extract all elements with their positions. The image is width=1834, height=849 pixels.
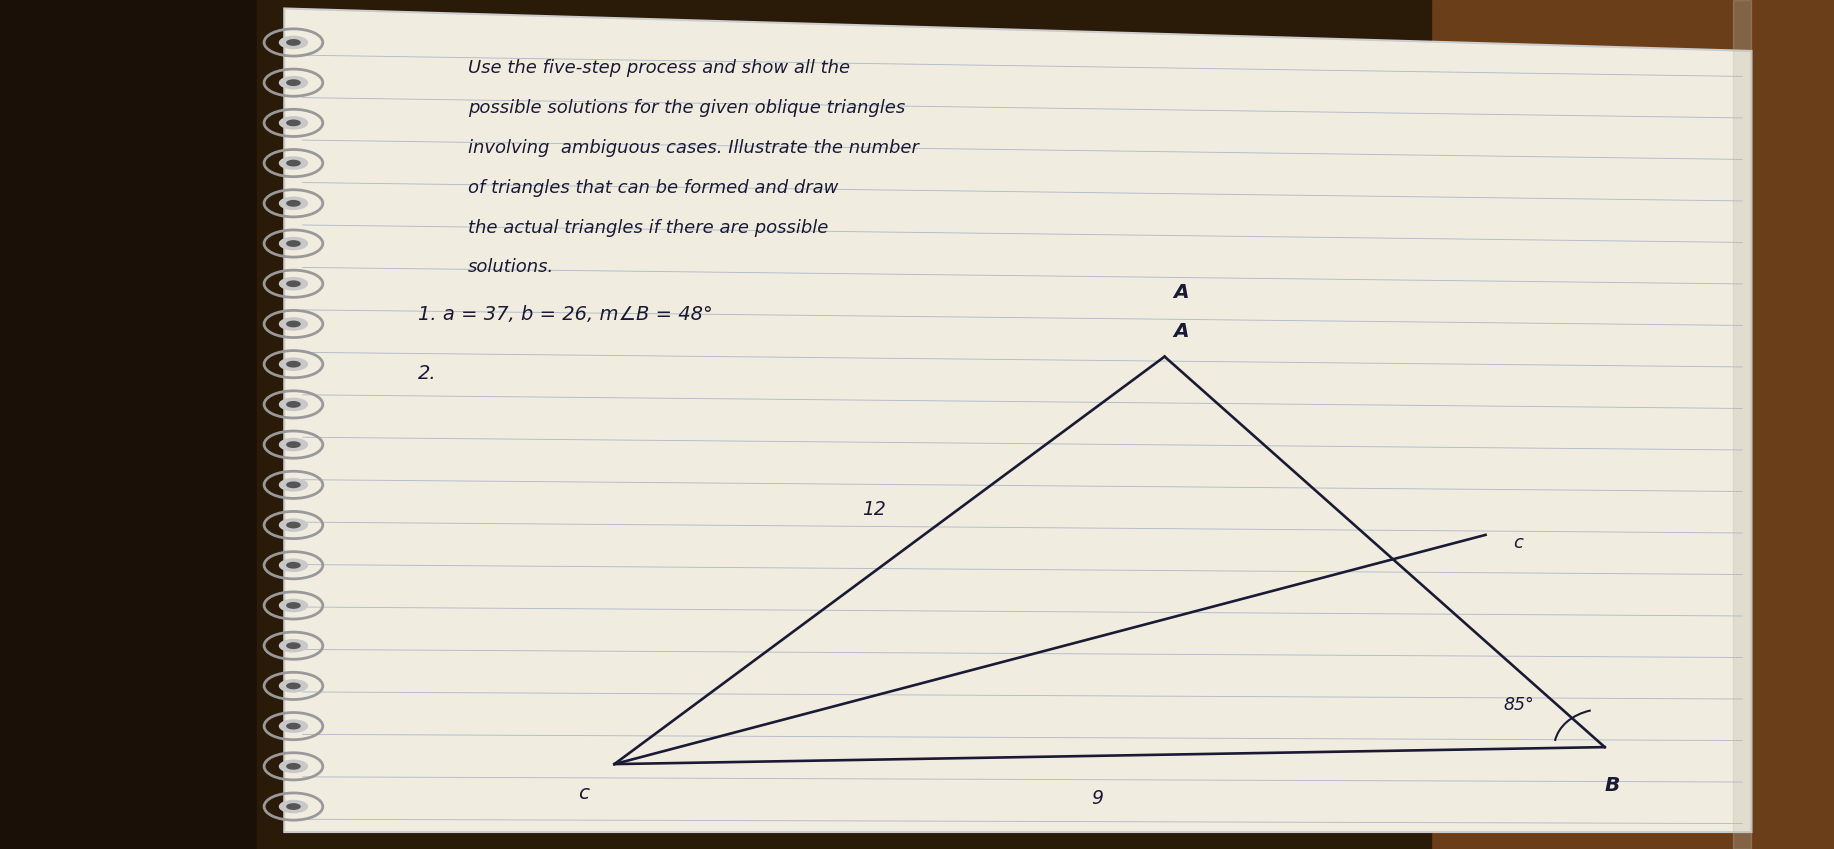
Bar [0,0,257,849]
Circle shape [286,722,301,729]
Text: A: A [1174,322,1190,340]
Text: 85°: 85° [1504,695,1535,714]
Circle shape [279,760,308,773]
Circle shape [286,803,301,810]
Text: 1. a = 37, b = 26, m∠B = 48°: 1. a = 37, b = 26, m∠B = 48° [418,305,713,323]
Circle shape [279,318,308,331]
Circle shape [279,478,308,492]
Circle shape [286,240,301,247]
Text: 2.: 2. [418,364,436,383]
Circle shape [286,441,301,448]
Circle shape [279,559,308,572]
Polygon shape [284,8,1751,832]
Text: involving  ambiguous cases. Illustrate the number: involving ambiguous cases. Illustrate th… [468,138,919,157]
Circle shape [286,562,301,569]
Text: of triangles that can be formed and draw: of triangles that can be formed and draw [468,178,838,197]
Bar [257,0,1431,849]
Circle shape [286,401,301,408]
Circle shape [286,602,301,609]
Circle shape [279,76,308,89]
Circle shape [286,321,301,328]
Bar [1733,0,1751,849]
Text: Use the five-step process and show all the: Use the five-step process and show all t… [468,59,849,77]
Text: B: B [1605,776,1619,795]
Circle shape [286,120,301,127]
Circle shape [279,36,308,49]
Text: c: c [578,784,589,803]
Circle shape [286,521,301,528]
Circle shape [286,79,301,86]
Circle shape [279,639,308,653]
Text: solutions.: solutions. [468,258,554,277]
Circle shape [279,719,308,733]
Circle shape [286,200,301,206]
Text: 12: 12 [862,500,886,519]
Circle shape [286,280,301,287]
Text: the actual triangles if there are possible: the actual triangles if there are possib… [468,218,827,237]
Circle shape [279,237,308,250]
Circle shape [286,39,301,46]
Text: 9: 9 [1091,789,1102,807]
Text: A: A [1174,284,1190,302]
Circle shape [286,643,301,649]
Circle shape [279,357,308,371]
Circle shape [279,599,308,612]
Bar [1431,0,1834,849]
Circle shape [279,277,308,290]
Circle shape [286,763,301,770]
Text: possible solutions for the given oblique triangles: possible solutions for the given oblique… [468,98,904,117]
Circle shape [279,679,308,693]
Circle shape [279,518,308,531]
Circle shape [279,156,308,170]
Circle shape [286,160,301,166]
Circle shape [279,196,308,210]
Circle shape [279,397,308,411]
Circle shape [286,683,301,689]
Circle shape [279,800,308,813]
Text: c: c [1513,534,1522,553]
Circle shape [279,116,308,130]
Circle shape [286,481,301,488]
Circle shape [279,438,308,452]
Circle shape [286,361,301,368]
